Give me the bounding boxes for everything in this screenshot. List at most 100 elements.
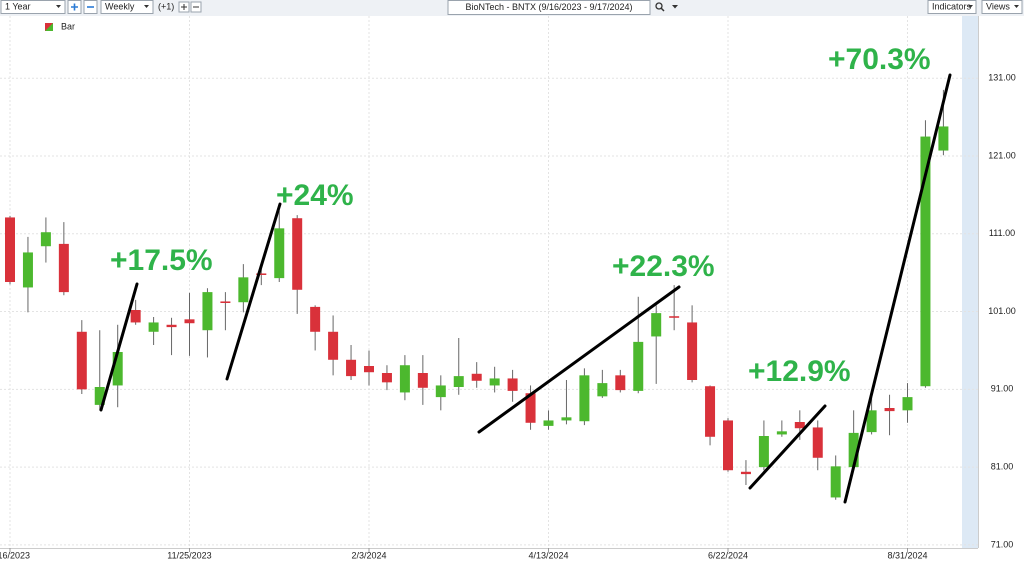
annotations: +17.5% +24% +22.3% +12.9% +70.3% xyxy=(110,43,931,388)
candle-body xyxy=(76,331,87,390)
candle-body xyxy=(399,365,410,393)
candle-body xyxy=(471,373,482,381)
candle-body xyxy=(543,420,554,426)
candle-body xyxy=(5,217,15,282)
annotation: +22.3% xyxy=(612,250,715,283)
annotation: +12.9% xyxy=(748,355,851,388)
candle-body xyxy=(148,322,159,332)
y-tick-label: 111.00 xyxy=(989,228,1015,238)
indicators-button[interactable] xyxy=(927,0,977,14)
y-tick-label: 131.00 xyxy=(988,73,1016,83)
offset-text: (+1) xyxy=(158,1,174,11)
legend-label: Bar xyxy=(61,21,75,31)
candle-body xyxy=(597,383,608,397)
candle-body xyxy=(310,306,321,332)
y-tick-label: 91.00 xyxy=(991,384,1014,394)
candle-body xyxy=(615,375,626,391)
x-tick-label: 9/16/2023 xyxy=(0,550,30,560)
interval-text: Weekly xyxy=(105,1,135,11)
candle-body xyxy=(579,375,590,422)
candle-body xyxy=(453,376,464,387)
candle-body xyxy=(292,218,303,290)
candle-body xyxy=(220,301,231,303)
chart-title: BioNTech - BNTX (9/16/2023 - 9/17/2024) xyxy=(465,2,632,12)
indicators-text: Indicators xyxy=(932,1,972,11)
candle-body xyxy=(938,126,949,151)
candle-body xyxy=(884,408,895,412)
candle-body xyxy=(633,341,644,391)
y-tick-label: 121.00 xyxy=(988,150,1016,160)
candle-body xyxy=(561,417,572,421)
x-tick-label: 6/22/2024 xyxy=(708,550,748,560)
symbol-box[interactable] xyxy=(447,0,651,15)
candle-body xyxy=(489,378,500,386)
plus-icon xyxy=(181,4,187,10)
candle-body xyxy=(669,316,680,318)
annotation: +17.5% xyxy=(110,244,213,277)
caret[interactable] xyxy=(672,5,678,9)
candle-body xyxy=(202,292,213,331)
candle-body xyxy=(740,471,751,475)
current-bar-highlight xyxy=(962,16,978,548)
candle-body xyxy=(40,232,51,247)
y-tick-label: 101.00 xyxy=(988,306,1016,316)
caret xyxy=(144,5,149,8)
candle-body xyxy=(184,319,195,324)
candle-body xyxy=(812,427,823,458)
candle-body xyxy=(166,324,177,328)
candle-body xyxy=(238,277,249,303)
candle-body xyxy=(364,366,374,373)
caret xyxy=(1014,5,1019,8)
y-tick-label: 71.00 xyxy=(991,539,1014,549)
candle-body xyxy=(435,385,446,398)
candle-body xyxy=(507,378,518,391)
interval-select[interactable] xyxy=(100,0,154,14)
search-handle xyxy=(660,7,665,12)
candle-body xyxy=(776,431,787,435)
period-text: 1 Year xyxy=(5,1,31,11)
trend-line xyxy=(225,202,282,381)
caret xyxy=(968,5,973,8)
candle-body xyxy=(651,313,662,337)
candle-body xyxy=(866,410,877,433)
candle-body xyxy=(525,393,536,423)
candle-body xyxy=(274,228,285,279)
x-tick-label: 8/31/2024 xyxy=(887,550,927,560)
candle-body xyxy=(256,273,267,275)
candle-body xyxy=(794,422,805,429)
candle-body xyxy=(687,322,698,380)
candle-body xyxy=(112,352,123,386)
candle-body xyxy=(130,310,141,323)
trend-line xyxy=(99,282,139,412)
y-tick-label: 81.00 xyxy=(991,461,1014,471)
plot: 71.00 81.00 91.00 101.00 111.00 121.00 131.00 9… xyxy=(0,16,1016,560)
search-icon[interactable] xyxy=(655,2,663,10)
trend-lines xyxy=(99,73,952,504)
views-button[interactable] xyxy=(981,0,1023,14)
candle-body xyxy=(22,252,33,288)
x-tick-label: 2/3/2024 xyxy=(351,550,386,560)
period-select[interactable] xyxy=(0,0,66,14)
legend-icon xyxy=(45,23,53,31)
candle-body xyxy=(346,359,357,377)
candle-body xyxy=(417,373,428,388)
annotation: +70.3% xyxy=(828,43,931,76)
candle-body xyxy=(328,331,339,360)
candle-body xyxy=(920,136,931,387)
candle-body xyxy=(848,432,859,468)
plus-icon xyxy=(71,3,78,11)
annotation: +24% xyxy=(276,179,354,212)
views-text: Views xyxy=(986,1,1010,11)
trend-line xyxy=(477,285,681,434)
caret xyxy=(56,5,61,8)
candle-body xyxy=(723,420,733,471)
trend-line xyxy=(843,73,952,504)
candle-body xyxy=(758,436,769,468)
candle-body xyxy=(830,466,841,498)
candle-body xyxy=(902,397,913,411)
candle-body xyxy=(58,243,69,293)
x-tick-label: 11/25/2023 xyxy=(167,550,211,560)
candle-body xyxy=(381,373,392,383)
